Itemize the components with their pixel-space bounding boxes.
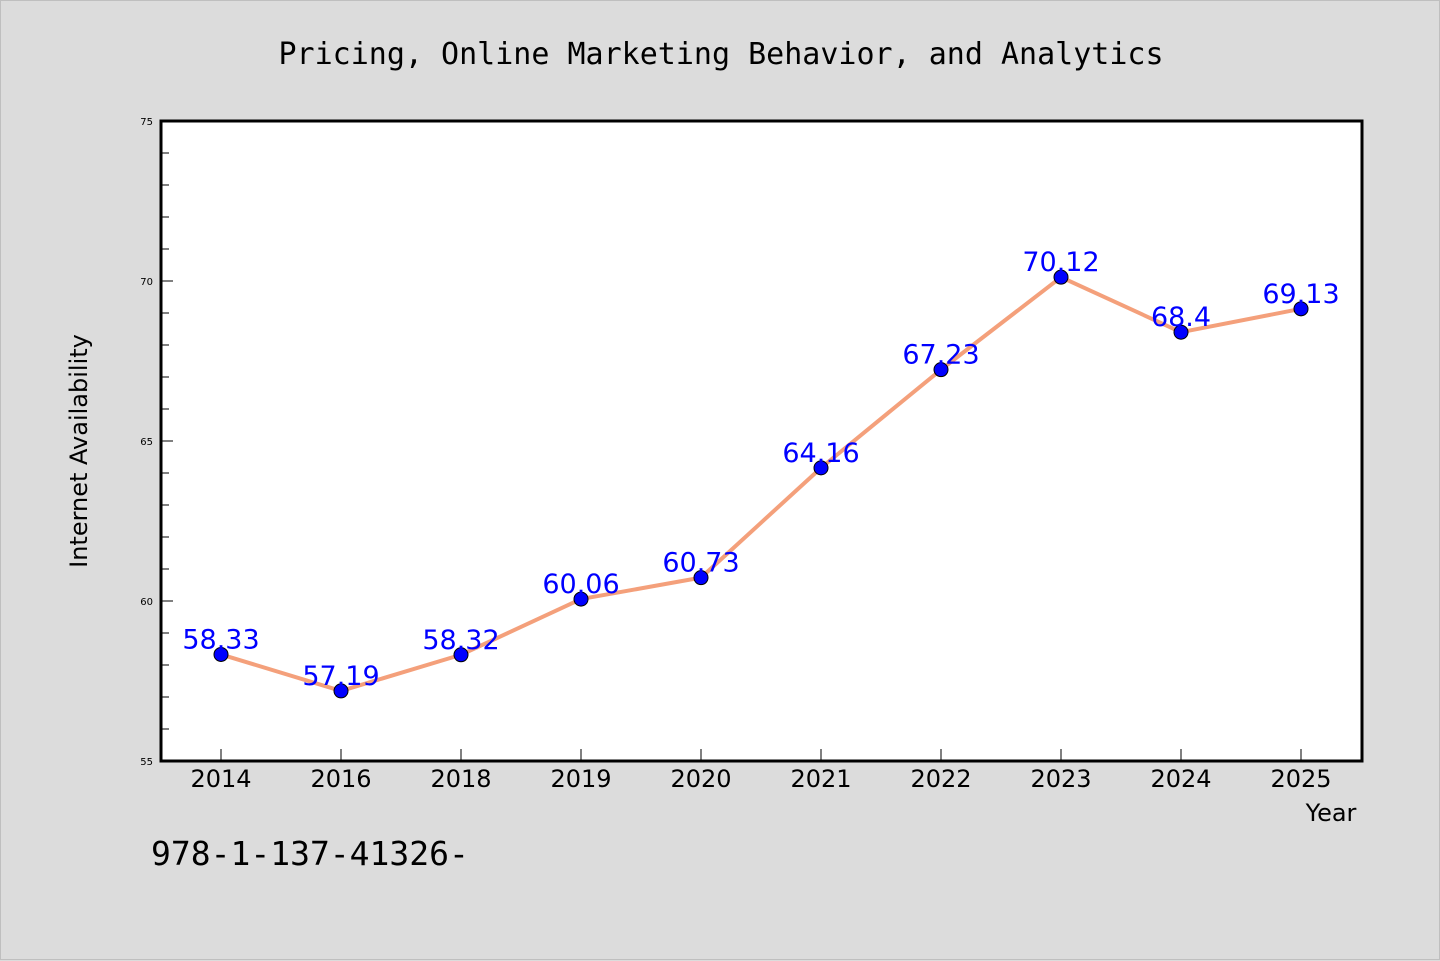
x-tick-label: 2018 <box>430 765 491 793</box>
data-point <box>813 460 829 476</box>
y-tick-label: 55 <box>140 757 153 768</box>
data-label: 57.19 <box>302 661 379 692</box>
data-label: 64.16 <box>782 438 859 469</box>
x-tick-label: 2023 <box>1030 765 1091 793</box>
data-label: 69.13 <box>1262 279 1339 310</box>
y-tick-label: 75 <box>140 117 153 128</box>
footnote-text: 978-1-137-41326- <box>151 834 469 873</box>
series-layer: 58.33 57.19 58.32 60.06 60.73 64.16 67.23 70.12… <box>182 247 1340 699</box>
chart-title: Pricing, Online Marketing Behavior, and … <box>278 37 1163 72</box>
y-tick-label: 60 <box>140 597 153 608</box>
data-label: 68.4 <box>1151 302 1211 333</box>
data-point <box>333 683 349 699</box>
x-tick-label: 2014 <box>190 765 251 793</box>
data-point <box>1173 324 1189 340</box>
x-axis-tick-labels: 2014 2016 2018 2019 2020 2021 2022 2023 2024 2025 <box>190 749 1332 793</box>
x-tick-label: 2025 <box>1270 765 1331 793</box>
data-point <box>933 362 949 378</box>
series-line <box>219 275 1303 693</box>
data-point <box>453 647 469 663</box>
data-label: 60.73 <box>662 548 739 579</box>
y-axis-ticks: 55 60 65 70 75 <box>140 117 173 768</box>
data-point <box>693 570 709 586</box>
data-point <box>1293 301 1309 317</box>
x-tick-label: 2016 <box>310 765 371 793</box>
data-point <box>573 591 589 607</box>
x-tick-label: 2024 <box>1150 765 1211 793</box>
y-tick-label: 70 <box>140 277 153 288</box>
x-tick-label: 2019 <box>550 765 611 793</box>
data-label: 58.33 <box>182 624 259 655</box>
data-label: 58.32 <box>422 625 499 656</box>
y-tick-label: 65 <box>140 437 153 448</box>
y-axis-label: Internet Availability <box>65 334 93 568</box>
data-label: 60.06 <box>542 569 619 600</box>
data-label: 70.12 <box>1022 247 1099 278</box>
data-point <box>1053 269 1069 285</box>
plot-area <box>159 119 1364 763</box>
x-axis-label: Year <box>1305 799 1357 827</box>
x-tick-label: 2022 <box>910 765 971 793</box>
data-point <box>213 646 229 662</box>
x-tick-label: 2021 <box>790 765 851 793</box>
x-tick-label: 2020 <box>670 765 731 793</box>
data-label: 67.23 <box>902 340 979 371</box>
